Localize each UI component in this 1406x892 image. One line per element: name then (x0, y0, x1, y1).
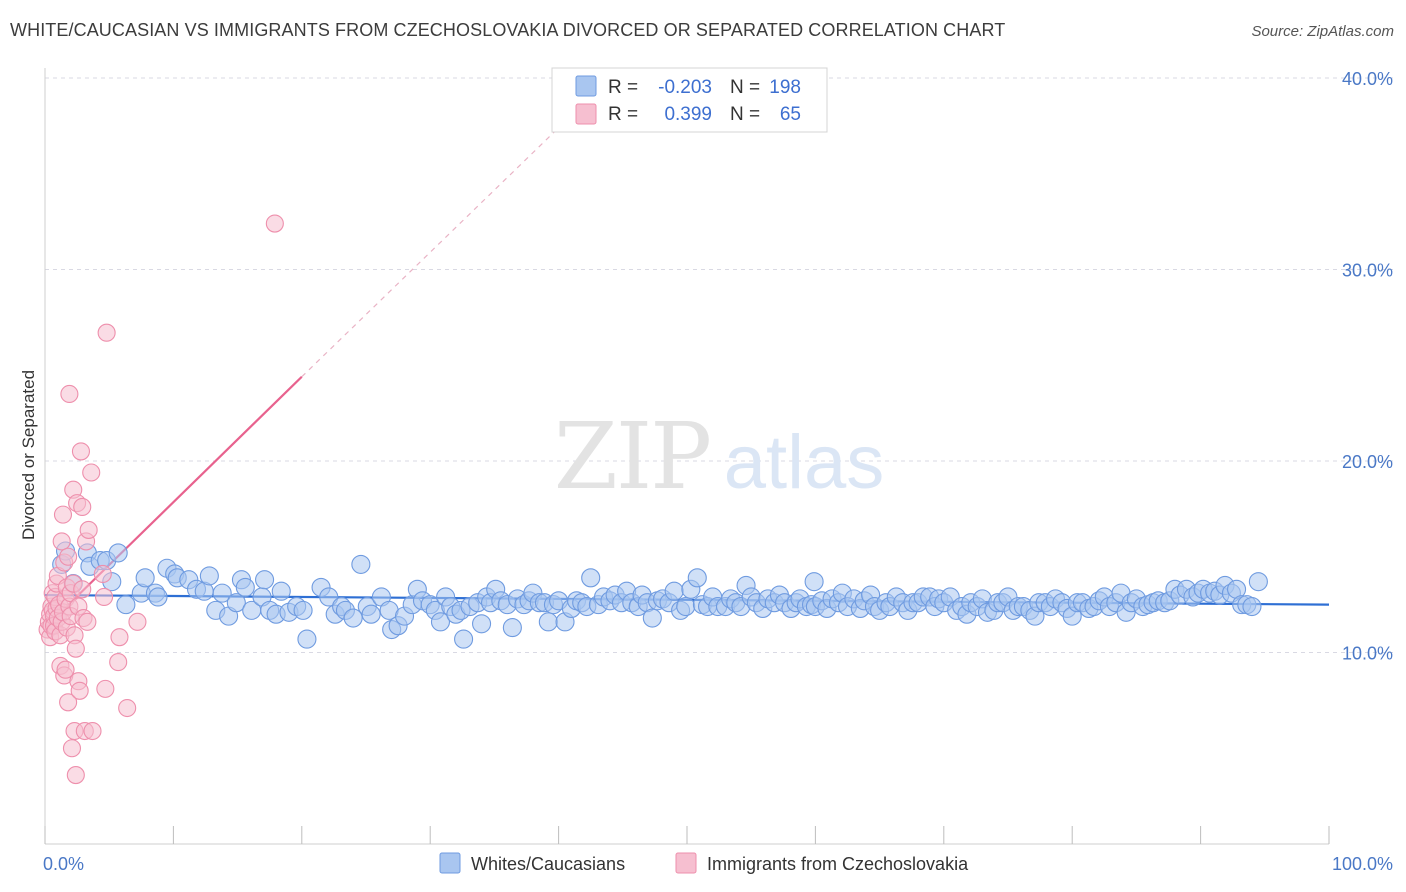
point-czechoslovakia-63 (128, 612, 147, 631)
point-czechoslovakia-48 (73, 580, 92, 599)
legend-swatch-blue (575, 75, 597, 97)
point-whites-77 (538, 612, 558, 632)
point-whites-207 (1242, 596, 1262, 617)
point-czechoslovakia-32 (60, 384, 79, 404)
trend-lines (44, 127, 1330, 629)
point-whites-43 (351, 554, 371, 574)
point-whites-35 (293, 600, 313, 620)
point-whites-100 (664, 581, 684, 601)
series-whites-points (52, 541, 1268, 649)
point-whites-20 (199, 566, 219, 586)
point-czechoslovakia-55 (83, 721, 102, 741)
point-whites-96 (642, 608, 662, 628)
point-whites-64 (472, 614, 492, 634)
point-whites-85 (581, 568, 601, 588)
point-whites-26 (235, 577, 255, 597)
bottom-legend-label-blue: Whites/Caucasians (471, 854, 625, 874)
point-czechoslovakia-21 (53, 505, 73, 524)
point-whites-22 (212, 583, 232, 603)
point-czechoslovakia-57 (95, 587, 114, 607)
point-czechoslovakia-56 (93, 564, 112, 584)
point-whites-24 (226, 593, 246, 613)
legend-n-label-pink: N = (730, 104, 760, 125)
point-czechoslovakia-40 (66, 766, 85, 785)
point-czechoslovakia-29 (59, 547, 78, 566)
point-czechoslovakia-53 (79, 520, 98, 539)
legend-n-label-blue: N = (730, 77, 760, 98)
watermark: ZIP atlas (554, 403, 884, 510)
point-whites-56 (430, 612, 451, 632)
y-tick-label-20: 20.0% (1342, 452, 1393, 472)
point-whites-102 (676, 596, 696, 617)
point-whites-13 (148, 587, 168, 607)
point-whites-208 (1248, 572, 1268, 592)
x-tick-label-100: 100.0% (1332, 854, 1393, 874)
point-czechoslovakia-54 (82, 463, 101, 482)
point-whites-32 (271, 581, 291, 601)
point-czechoslovakia-20 (52, 532, 71, 551)
point-whites-29 (255, 570, 275, 590)
axes (44, 68, 1330, 845)
point-whites-42 (343, 608, 363, 628)
point-czechoslovakia-52 (78, 612, 97, 631)
bottom-legend-swatch-pink (675, 852, 697, 874)
point-czechoslovakia-45 (70, 681, 89, 700)
tick-labels: 10.0% 20.0% 30.0% 40.0% 0.0% 100.0% (43, 69, 1393, 874)
watermark-atlas: atlas (724, 420, 885, 505)
point-czechoslovakia-26 (56, 660, 75, 679)
point-czechoslovakia-59 (97, 323, 116, 342)
point-czechoslovakia-47 (73, 497, 92, 517)
legend-r-value-blue: -0.203 (658, 77, 712, 98)
source-label: Source: ZipAtlas.com (1251, 23, 1394, 40)
bottom-legend: Whites/Caucasians Immigrants from Czecho… (439, 852, 969, 874)
point-whites-209 (804, 572, 824, 592)
point-czechoslovakia-61 (110, 628, 129, 647)
bottom-legend-label-pink: Immigrants from Czechoslovakia (707, 854, 969, 874)
point-czechoslovakia-60 (109, 653, 128, 672)
legend-n-value-blue: 198 (769, 77, 801, 98)
point-czechoslovakia-58 (96, 679, 115, 698)
point-czechoslovakia-35 (62, 739, 82, 758)
legend-box (551, 67, 828, 133)
chart-title: WHITE/CAUCASIAN VS IMMIGRANTS FROM CZECH… (10, 20, 1006, 40)
point-whites-61 (454, 629, 474, 649)
legend-r-label-blue: R = (608, 77, 638, 98)
x-tick-label-0: 0.0% (43, 854, 84, 874)
point-whites-104 (687, 568, 707, 588)
legend-r-label-pink: R = (608, 104, 638, 125)
point-whites-45 (361, 604, 381, 624)
point-czechoslovakia-64 (265, 214, 284, 233)
grid-lines (45, 77, 1395, 653)
series-czechoslovakia-points (38, 214, 284, 785)
point-whites-70 (502, 618, 522, 638)
point-czechoslovakia-41 (66, 639, 85, 658)
point-whites-38 (319, 587, 339, 607)
trend-line-czechoslovakia-extension (301, 127, 560, 378)
watermark-zip: ZIP (554, 403, 710, 510)
point-whites-8 (108, 543, 128, 563)
y-axis-title: Divorced or Separated (19, 370, 38, 540)
point-czechoslovakia-46 (71, 442, 91, 461)
bottom-legend-swatch-blue (439, 852, 461, 874)
legend: R = -0.203 N = 198 R = 0.399 N = 65 (551, 67, 828, 133)
y-tick-label-10: 10.0% (1342, 644, 1393, 664)
point-czechoslovakia-30 (59, 693, 78, 712)
point-whites-36 (297, 629, 317, 649)
legend-n-value-pink: 65 (780, 104, 801, 125)
y-tick-label-40: 40.0% (1342, 69, 1393, 89)
y-tick-label-30: 30.0% (1342, 261, 1393, 281)
legend-r-value-pink: 0.399 (664, 104, 712, 125)
point-whites-9 (116, 595, 136, 615)
legend-swatch-pink (575, 103, 597, 125)
point-czechoslovakia-62 (118, 698, 137, 718)
point-whites-11 (135, 568, 155, 588)
